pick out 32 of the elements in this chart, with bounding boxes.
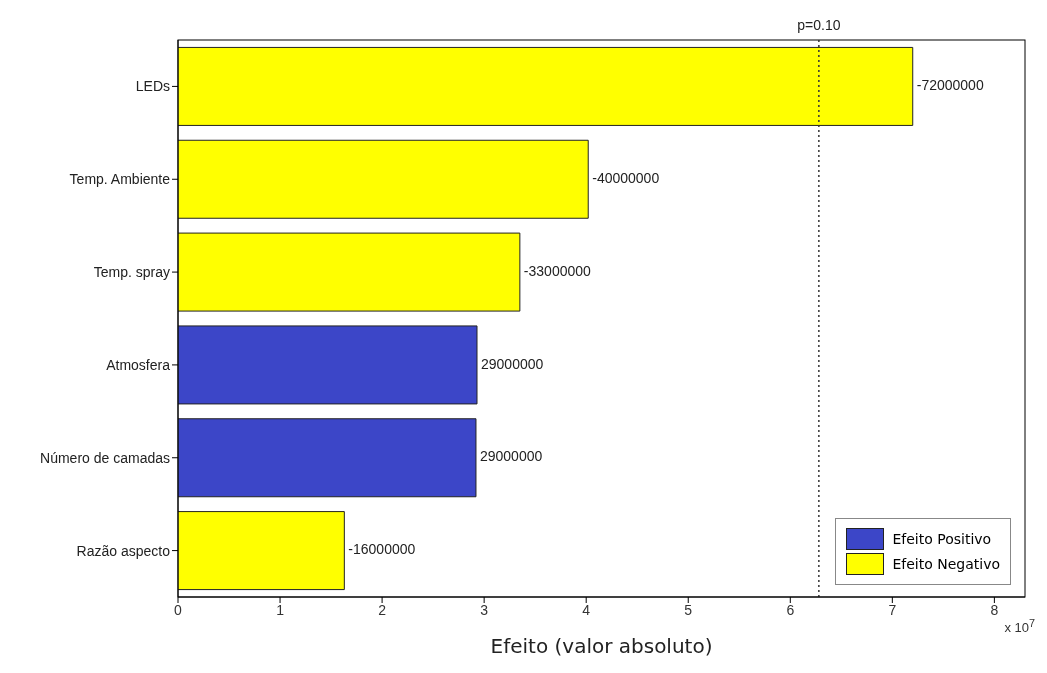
x-axis-title: Efeito (valor absoluto) <box>490 634 713 658</box>
annotation: -40000000 <box>592 169 660 186</box>
bar <box>178 511 345 591</box>
y-tick-label: Temp. Ambiente <box>69 171 171 188</box>
annotation: 29000000 <box>479 448 543 465</box>
x-tick-label: 3 <box>480 601 489 618</box>
annotation: -33000000 <box>523 262 592 279</box>
bar <box>178 139 589 219</box>
x-tick-label: 5 <box>684 601 693 618</box>
y-tick-label: Razão aspecto <box>76 542 171 559</box>
x-tick-label: 1 <box>276 601 285 618</box>
y-tick-label: Atmosfera <box>106 356 171 373</box>
x-tick-label: 7 <box>888 601 897 618</box>
text: p=0.10 <box>797 17 841 33</box>
annotation: 29000000 <box>481 355 544 372</box>
x-tick-label: 2 <box>378 601 387 618</box>
bar <box>178 418 477 498</box>
x-tick-label: 4 <box>582 601 591 618</box>
legend-label: Efeito Positivo <box>891 530 993 549</box>
bar <box>178 46 914 126</box>
annotation: -72000000 <box>916 77 984 94</box>
bar <box>178 232 521 312</box>
x-tick-label: 8 <box>990 601 999 618</box>
x-tick-label: 0 <box>174 601 183 618</box>
y-tick-label: Número de camadas <box>40 449 170 466</box>
x-tick-label: 6 <box>786 601 795 618</box>
y-tick-label: Temp. spray <box>93 264 170 281</box>
legend-label: Efeito Negativo <box>891 555 1000 574</box>
text: x 10$^{7}$ <box>1004 616 1035 635</box>
bar <box>178 325 478 405</box>
y-tick-label: LEDs <box>135 78 170 95</box>
annotation: -16000000 <box>348 541 416 558</box>
